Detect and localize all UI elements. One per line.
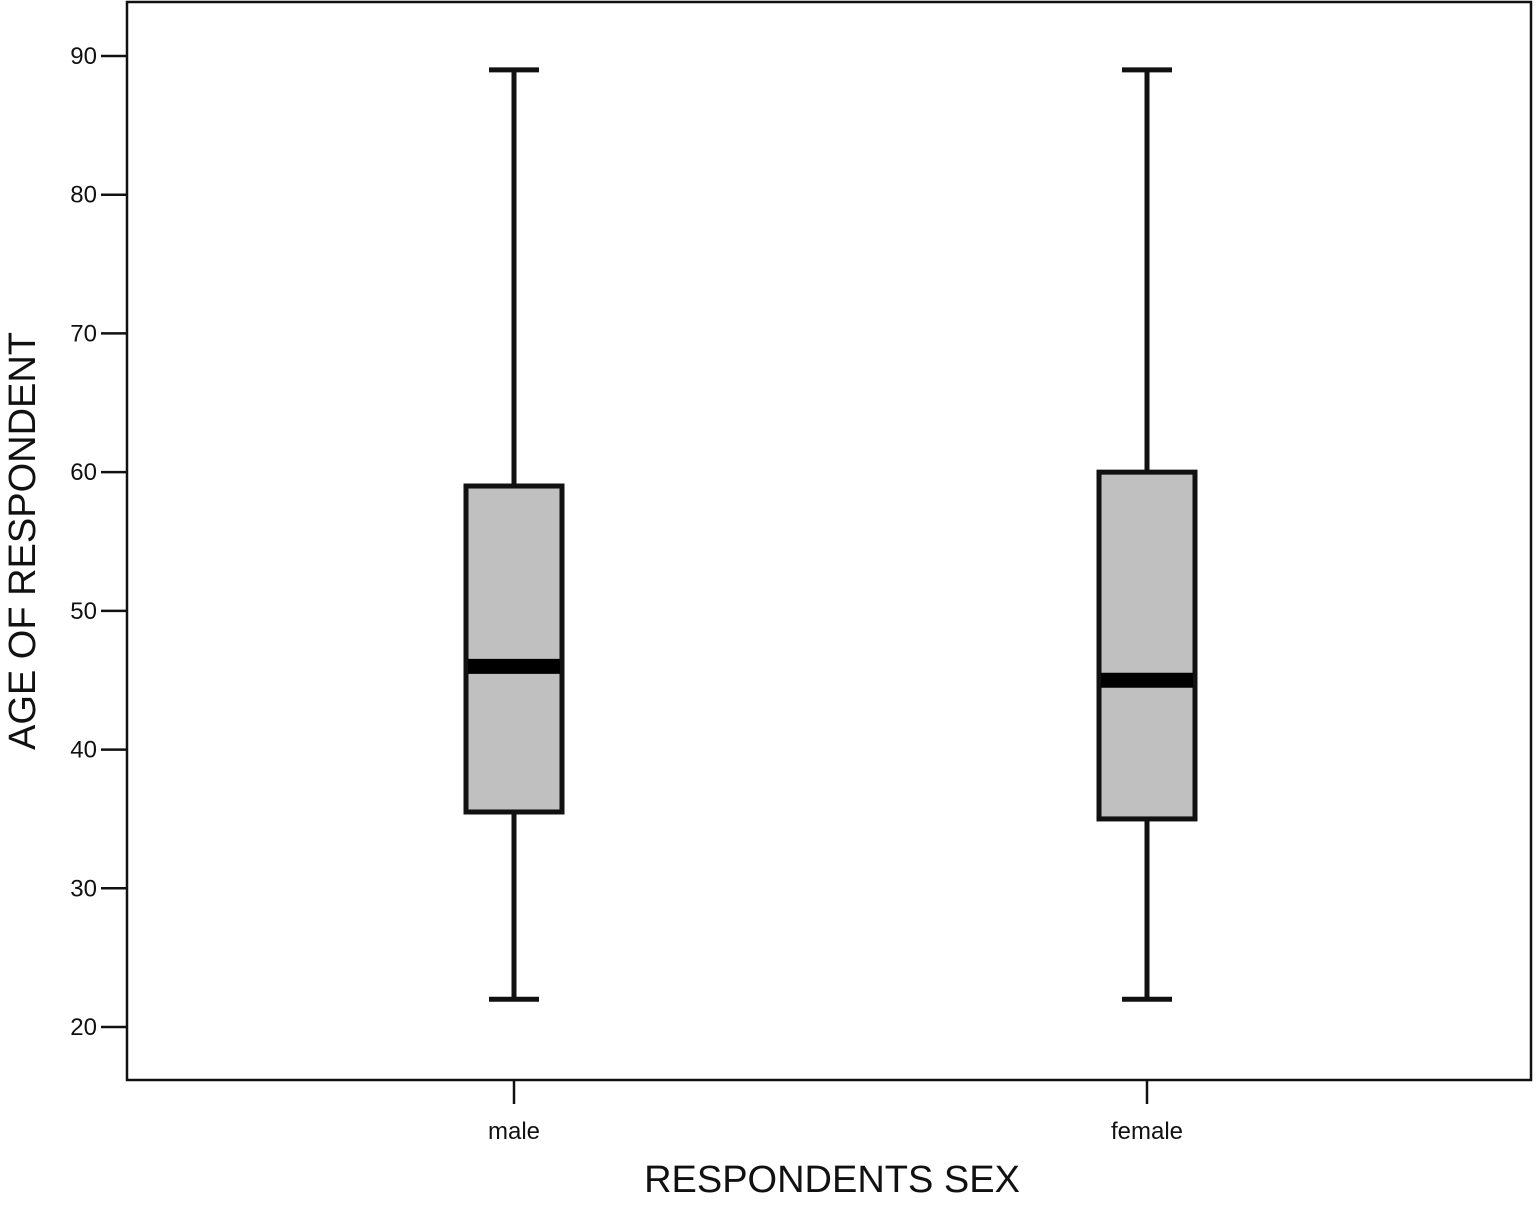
- box-female: [1096, 67, 1198, 1002]
- y-tick-label: 80: [70, 182, 97, 209]
- x-tick-label: female: [1111, 1118, 1183, 1145]
- x-tick-label: male: [488, 1118, 540, 1145]
- iqr-box: [1096, 469, 1198, 822]
- y-tick-label: 60: [70, 459, 97, 486]
- box-male: [463, 67, 565, 1002]
- y-axis: 20 30 40 50 60 70 80 90: [70, 43, 127, 1041]
- y-tick-label: 20: [70, 1014, 97, 1041]
- y-axis-title: AGE OF RESPONDENT: [2, 332, 44, 750]
- iqr-box: [463, 483, 565, 815]
- y-tick-label: 90: [70, 43, 97, 70]
- x-axis-title: RESPONDENTS SEX: [644, 1159, 1020, 1201]
- box-series: [463, 67, 1198, 1002]
- y-tick-label: 50: [70, 598, 97, 625]
- plot-frame: [125, 0, 1533, 1082]
- y-tick-label: 40: [70, 737, 97, 764]
- x-axis: male female: [488, 1080, 1183, 1145]
- y-tick-label: 30: [70, 875, 97, 902]
- y-tick-label: 70: [70, 320, 97, 347]
